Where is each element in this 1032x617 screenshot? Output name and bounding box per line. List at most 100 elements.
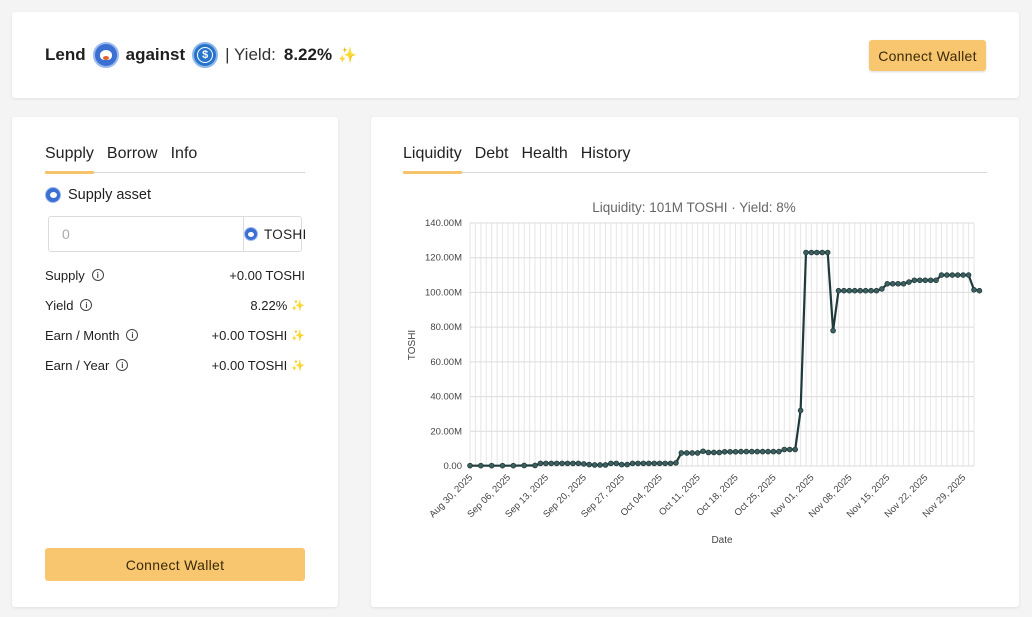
- data-point: [873, 287, 880, 294]
- tab-borrow[interactable]: Borrow: [106, 145, 158, 162]
- data-point: [553, 460, 560, 467]
- data-point: [743, 448, 750, 455]
- data-point: [683, 450, 690, 456]
- data-point: [776, 448, 782, 455]
- data-point: [781, 446, 788, 453]
- info-icon[interactable]: i: [116, 359, 129, 371]
- yield-value: 8.22%: [283, 45, 333, 64]
- info-icon[interactable]: i: [80, 299, 93, 311]
- amount-token-label: TOSHI: [264, 226, 307, 242]
- connect-wallet-button[interactable]: Connect Wallet: [869, 40, 986, 71]
- tab-info[interactable]: Info: [170, 145, 198, 162]
- sparkle-icon: ✨: [291, 329, 305, 342]
- sparkle-icon: ✨: [338, 47, 357, 64]
- supply-asset-heading: Supply asset: [45, 187, 151, 203]
- data-point: [857, 287, 863, 294]
- data-point: [765, 448, 771, 455]
- data-point: [971, 287, 977, 293]
- tab-debt[interactable]: Debt: [474, 145, 509, 162]
- amount-token-selector[interactable]: TOSHI: [244, 217, 307, 251]
- stat-value: +0.00 TOSHI: [211, 357, 288, 373]
- data-point: [651, 460, 658, 467]
- data-point: [586, 461, 593, 468]
- stat-label: Earn / Year: [45, 357, 110, 373]
- data-point: [705, 449, 712, 456]
- data-point: [608, 460, 614, 467]
- tab-liquidity[interactable]: Liquidity: [403, 145, 462, 174]
- y-tick-label: 140.00M: [425, 218, 462, 229]
- data-point: [624, 461, 630, 468]
- data-point: [911, 277, 918, 284]
- data-point: [646, 460, 652, 467]
- stat-value: 8.22%: [250, 297, 288, 313]
- data-point: [559, 460, 565, 467]
- data-point: [749, 448, 755, 455]
- data-point: [510, 462, 517, 469]
- data-point: [673, 460, 679, 466]
- data-point: [532, 462, 538, 469]
- data-point: [716, 449, 723, 456]
- data-point: [564, 460, 571, 467]
- data-point: [591, 462, 598, 468]
- market-header: Lend against $ | Yield: 8.22% ✨ Connect …: [12, 12, 1019, 98]
- stat-row-supply: Supply i +0.00 TOSHI: [45, 266, 305, 284]
- data-point: [835, 287, 842, 294]
- data-point: [895, 280, 901, 287]
- toshi-icon: [244, 227, 258, 241]
- connect-wallet-button[interactable]: Connect Wallet: [45, 548, 305, 581]
- toshi-icon: [45, 187, 61, 203]
- toshi-icon: [92, 42, 119, 68]
- data-point: [499, 462, 506, 469]
- data-point: [944, 272, 950, 278]
- supply-asset-label: Supply asset: [68, 187, 152, 203]
- data-point: [922, 277, 929, 284]
- data-point: [689, 450, 695, 456]
- chart-title: Liquidity: 101M TOSHI · Yield: 8%: [592, 200, 796, 215]
- data-point: [965, 272, 972, 278]
- liquidity-chart[interactable]: Liquidity: 101M TOSHI · Yield: 8% 0.00 20…: [371, 117, 1019, 607]
- sparkle-icon: ✨: [291, 299, 305, 312]
- data-point: [927, 277, 934, 284]
- data-point: [700, 448, 706, 455]
- data-point: [868, 287, 874, 294]
- stat-label: Earn / Month: [45, 327, 120, 343]
- info-icon[interactable]: i: [91, 269, 104, 281]
- y-tick-label: 80.00M: [430, 322, 462, 333]
- data-point: [976, 287, 983, 294]
- data-point: [889, 280, 896, 287]
- data-point: [830, 327, 836, 334]
- y-tick-label: 120.00M: [425, 253, 462, 264]
- data-point: [884, 280, 891, 287]
- data-point: [841, 287, 847, 294]
- data-point: [732, 448, 739, 455]
- data-point: [678, 450, 685, 456]
- usdc-icon: $: [192, 42, 219, 68]
- data-point: [814, 249, 820, 256]
- data-point: [602, 462, 609, 468]
- tab-history[interactable]: History: [580, 145, 631, 162]
- data-point: [797, 407, 804, 414]
- data-point: [640, 460, 647, 467]
- data-point: [656, 460, 663, 467]
- data-point: [537, 460, 544, 467]
- data-point: [694, 450, 701, 456]
- stat-row-earn-month: Earn / Month i +0.00 TOSHI ✨: [45, 326, 305, 344]
- tab-supply[interactable]: Supply: [45, 145, 94, 174]
- data-point: [808, 249, 815, 256]
- data-point: [467, 462, 473, 469]
- y-tick-label: 20.00M: [430, 426, 462, 437]
- data-point: [618, 461, 625, 468]
- stat-row-yield: Yield i 8.22% ✨: [45, 296, 305, 314]
- info-icon[interactable]: i: [126, 329, 139, 341]
- data-point: [862, 287, 869, 294]
- data-point: [754, 448, 761, 455]
- stat-value: +0.00 TOSHI: [211, 327, 288, 343]
- tab-health[interactable]: Health: [521, 145, 568, 162]
- amount-input[interactable]: [49, 217, 244, 251]
- data-point: [581, 461, 587, 467]
- data-point: [917, 277, 923, 284]
- data-point: [792, 446, 798, 453]
- y-tick-label: 100.00M: [425, 287, 462, 298]
- data-point: [570, 460, 576, 467]
- data-point: [949, 272, 956, 278]
